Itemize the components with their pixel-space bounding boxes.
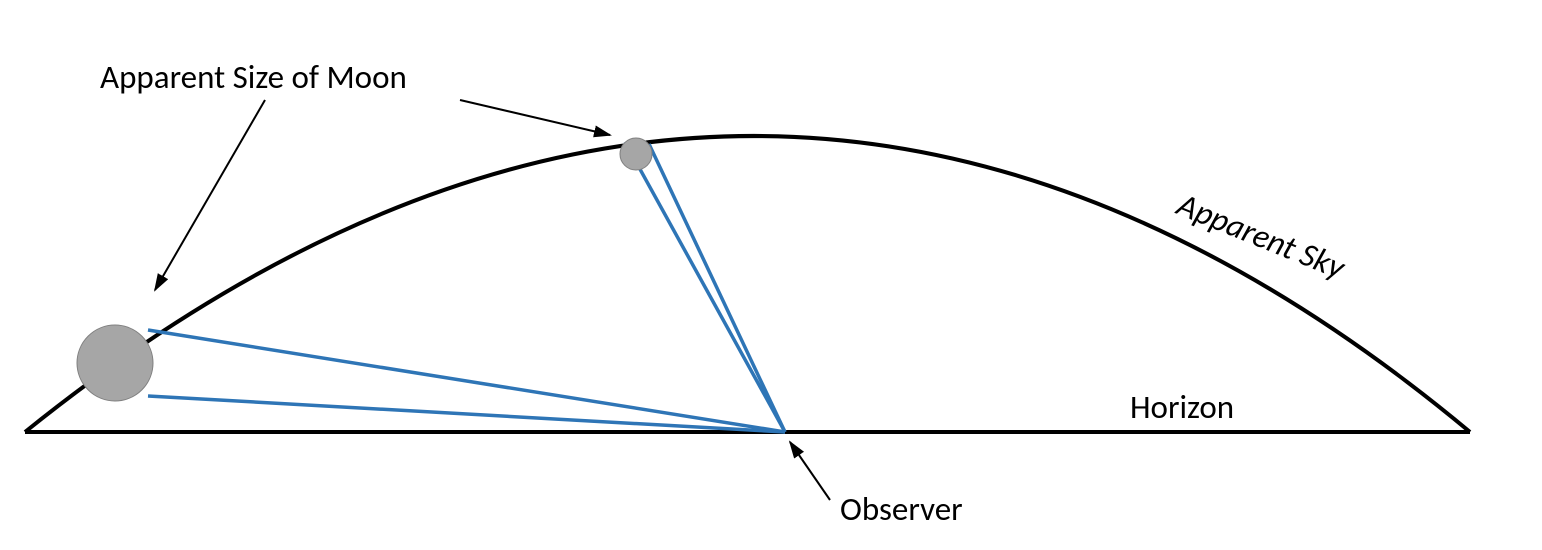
pointer-arrow — [790, 442, 830, 500]
moon-at-zenith — [620, 138, 652, 170]
label-arrows — [155, 100, 830, 500]
apparent-size-label: Apparent Size of Moon — [100, 57, 407, 97]
pointer-arrow — [155, 100, 265, 290]
sightline — [148, 396, 785, 432]
moon-at-horizon — [77, 325, 153, 401]
sightline — [625, 142, 785, 432]
moon-illusion-diagram: Apparent Size of Moon Apparent Sky Horiz… — [0, 0, 1542, 550]
sightline — [148, 330, 785, 432]
pointer-arrow — [460, 100, 610, 135]
apparent-sky-arc — [25, 136, 1470, 432]
horizon-label: Horizon — [1130, 387, 1234, 427]
observer-label: Observer — [840, 489, 963, 529]
sightlines-group — [148, 142, 785, 432]
sightline — [649, 144, 785, 432]
apparent-sky-label: Apparent Sky — [1171, 184, 1352, 288]
